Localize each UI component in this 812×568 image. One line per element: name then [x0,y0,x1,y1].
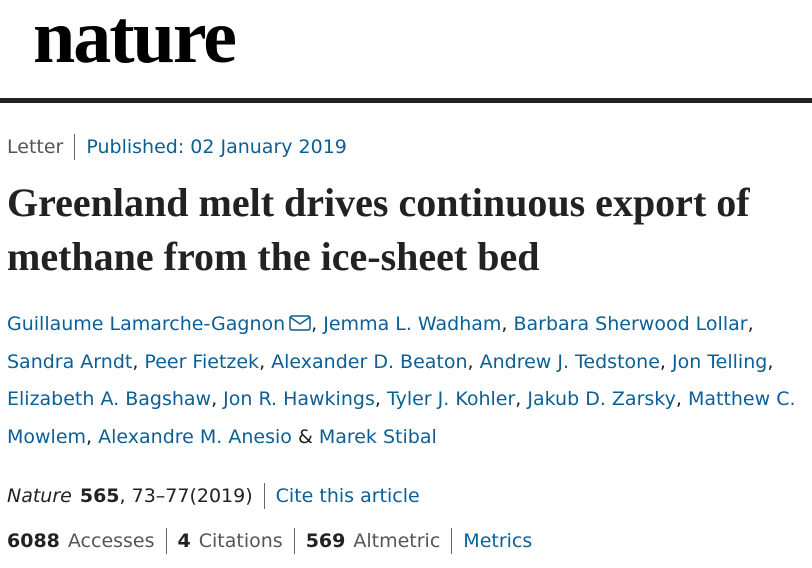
citation: Nature 565 , 73–77(2019) Cite this artic… [7,483,420,509]
author-name[interactable]: Guillaume Lamarche-Gagnon [7,313,286,335]
author-conjunction: & [297,425,313,448]
separator [451,528,453,554]
author-delimiter: , [675,388,682,410]
altmetric-label: Altmetric [353,530,441,552]
author-name[interactable]: Peer Fietzek [144,350,260,373]
citations-label: Citations [198,530,283,552]
author-name[interactable]: Barbara Sherwood Lollar [513,313,748,335]
author-delimiter: , [86,425,93,448]
author-name[interactable]: Elizabeth A. Bagshaw [7,388,212,410]
article-title: Greenland melt drives continuous export … [7,180,750,279]
author-delimiter: , [767,350,774,373]
published-date: Published: 02 January 2019 [86,136,347,158]
author-delimiter: , [747,313,754,335]
article-meta: Letter Published: 02 January 2019 [7,134,347,160]
article-type: Letter [7,136,64,158]
author-delimiter: , [659,350,666,373]
author-name[interactable]: Andrew J. Tedstone [479,350,660,373]
author-name[interactable]: Jakub D. Zarsky [527,388,676,410]
author-name[interactable]: Jemma L. Wadham [323,313,502,335]
author-name[interactable]: Marek Stibal [318,425,437,448]
author-name[interactable]: Jon Telling [671,350,768,373]
metrics-link[interactable]: Metrics [463,530,533,552]
author-name[interactable]: Matthew C. Mowlem [7,388,796,448]
author-name[interactable]: Tyler J. Kohler [386,388,516,410]
cite-link[interactable]: Cite this article [275,485,420,507]
separator [293,528,295,554]
altmetric-count: 569 [305,530,346,552]
author-delimiter: , [374,388,381,410]
separator [263,483,265,509]
author-name[interactable]: Sandra Arndt [7,350,133,373]
journal-name: Nature [7,485,72,507]
accesses-count: 6088 [7,530,60,552]
metrics-bar: 6088 Accesses 4 Citations 569 Altmetric … [7,528,532,554]
author-delimiter: , [501,313,508,335]
mail-icon[interactable] [289,315,311,331]
separator [165,528,167,554]
accesses-label: Accesses [67,530,155,552]
logo[interactable]: nature [33,0,237,79]
author-delimiter: , [211,388,218,410]
author-delimiter: , [467,350,474,373]
author-delimiter: , [259,350,266,373]
citations-count: 4 [177,530,191,552]
volume: 565 [79,485,120,507]
author-delimiter: , [311,313,318,335]
author-list: Guillaume Lamarche-Gagnon, Jemma L. Wadh… [7,306,807,456]
separator [74,134,76,160]
author-name[interactable]: Jon R. Hawkings [223,388,375,410]
author-delimiter: , [132,350,139,373]
author-name[interactable]: Alexander D. Beaton [271,350,468,373]
author-name[interactable]: Alexandre M. Anesio [98,425,292,448]
header-rule [0,98,812,103]
author-delimiter: , [515,388,522,410]
pages: , 73–77(2019) [119,485,253,507]
